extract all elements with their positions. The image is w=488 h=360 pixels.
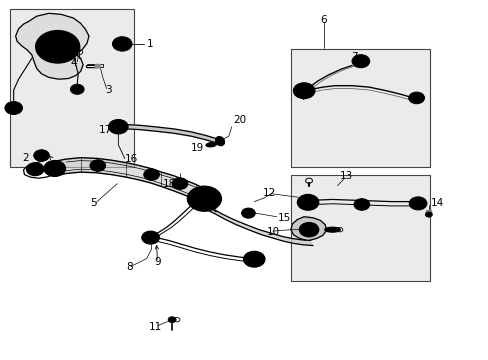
Circle shape: [172, 178, 187, 189]
Polygon shape: [55, 158, 216, 212]
Circle shape: [297, 194, 318, 210]
Circle shape: [70, 84, 84, 94]
Circle shape: [216, 139, 223, 144]
Text: 7: 7: [299, 92, 306, 102]
Text: 14: 14: [430, 198, 444, 208]
Circle shape: [34, 150, 49, 161]
Circle shape: [351, 55, 369, 68]
Text: 10: 10: [266, 227, 279, 237]
Text: 9: 9: [154, 257, 161, 267]
Text: 8: 8: [126, 262, 133, 272]
Circle shape: [108, 120, 128, 134]
Text: 16: 16: [124, 154, 138, 164]
Circle shape: [112, 37, 132, 51]
Circle shape: [408, 197, 426, 210]
Polygon shape: [198, 201, 312, 246]
Circle shape: [168, 317, 176, 323]
Circle shape: [36, 31, 80, 63]
Text: 5: 5: [90, 198, 97, 208]
Text: 12: 12: [263, 188, 276, 198]
Bar: [290, 175, 429, 281]
Polygon shape: [95, 64, 100, 67]
Polygon shape: [290, 217, 326, 240]
Circle shape: [187, 186, 221, 211]
Text: 15: 15: [277, 213, 290, 223]
Circle shape: [299, 222, 318, 237]
Circle shape: [26, 163, 44, 176]
Circle shape: [293, 83, 314, 99]
Text: 3: 3: [105, 85, 112, 95]
Circle shape: [44, 161, 65, 176]
Text: 11: 11: [149, 322, 162, 332]
Ellipse shape: [324, 227, 340, 232]
Text: 17: 17: [99, 125, 112, 135]
Circle shape: [5, 102, 22, 114]
Text: 19: 19: [191, 143, 204, 153]
Text: 2: 2: [22, 153, 29, 163]
Polygon shape: [16, 13, 89, 79]
Text: 13: 13: [339, 171, 352, 181]
Circle shape: [408, 92, 424, 104]
Ellipse shape: [205, 143, 216, 147]
Circle shape: [143, 169, 159, 180]
Circle shape: [241, 208, 255, 218]
Bar: [10, 9, 134, 167]
Polygon shape: [126, 125, 217, 143]
Circle shape: [425, 212, 431, 217]
Circle shape: [243, 251, 264, 267]
Polygon shape: [426, 210, 430, 213]
Text: 6: 6: [320, 15, 326, 25]
Ellipse shape: [215, 136, 224, 146]
Circle shape: [142, 231, 159, 244]
Circle shape: [244, 252, 264, 266]
Text: 18: 18: [163, 179, 176, 189]
Circle shape: [193, 191, 215, 207]
Text: 4: 4: [71, 58, 78, 68]
Text: 1: 1: [146, 39, 153, 49]
Text: 20: 20: [232, 114, 245, 125]
Text: 7: 7: [350, 52, 357, 62]
Circle shape: [353, 199, 369, 210]
Circle shape: [90, 160, 105, 171]
Bar: [290, 49, 429, 167]
